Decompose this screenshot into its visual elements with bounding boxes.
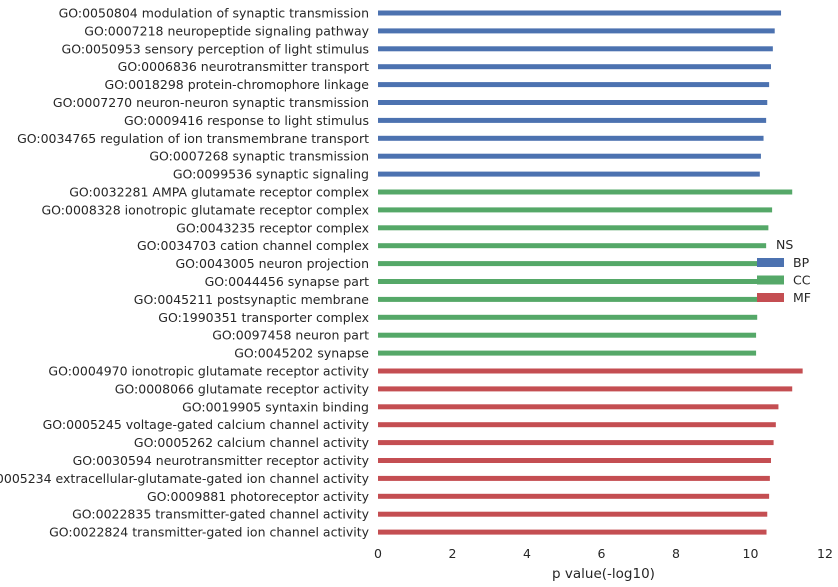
category-label: GO:0009416 response to light stimulus [124,113,369,128]
bars-layer [378,10,803,535]
legend-title: NS [776,237,793,252]
category-label: GO:0045211 postsynaptic membrane [134,292,370,307]
bar-cc-17 [378,296,763,302]
category-label: GO:0007218 neuropeptide signaling pathwa… [84,23,369,38]
category-label: GO:0030594 neurotransmitter receptor act… [73,453,370,468]
bar-mf-25 [378,440,774,446]
bar-bp-9 [378,153,761,159]
bar-cc-14 [378,243,767,249]
x-tick-label: 2 [449,546,457,561]
legend-swatch-cc [757,275,784,285]
x-tick-label: 0 [374,546,382,561]
legend-swatch-bp [757,258,784,267]
x-tick-label: 8 [672,546,680,561]
category-label: GO:0034703 cation channel complex [137,238,369,253]
bar-mf-28 [378,493,770,499]
bar-mf-26 [378,458,771,463]
category-label: GO:0008066 glutamate receptor activity [115,381,370,396]
category-label: GO:0043235 receptor complex [176,220,369,235]
category-label: GO:1990351 transporter complex [158,310,369,325]
category-label: GO:0022835 transmitter-gated channel act… [72,507,369,522]
legend-label-bp: BP [793,255,810,270]
category-label: GO:0044456 synapse part [205,274,369,289]
category-label: GO:0018298 protein-chromophore linkage [105,77,370,92]
bar-bp-1 [378,10,782,16]
category-label: GO:0005245 voltage-gated calcium channel… [43,417,370,432]
x-axis: 0 2 4 6 8 10 12 [374,546,833,561]
legend-label-cc: CC [793,273,811,288]
category-label: GO:0005262 calcium channel activity [134,435,370,450]
bar-cc-18 [378,314,758,320]
bar-mf-30 [378,529,767,535]
category-label: GO:0099536 synaptic signaling [173,167,369,182]
category-label: GO:0006836 neurotransmitter transport [118,59,369,74]
category-labels: GO:0050804 modulation of synaptic transm… [0,6,370,540]
x-tick-label: 10 [743,546,759,561]
bar-cc-19 [378,332,757,338]
bar-cc-15 [378,261,766,267]
category-label: GO:0009881 photoreceptor activity [147,489,370,504]
category-label: GO:0034765 regulation of ion transmembra… [17,131,369,146]
bar-bp-6 [378,100,768,105]
category-label: GO:0019905 syntaxin binding [182,399,369,414]
legend-swatch-mf [757,293,784,302]
bar-bp-4 [378,64,771,70]
category-label: GO:0004970 ionotropic glutamate receptor… [48,364,369,379]
x-tick-label: 4 [523,546,531,561]
bar-bp-8 [378,135,764,141]
category-label: GO:0045202 synapse [234,346,369,361]
x-tick-label: 6 [598,546,606,561]
x-axis-title: p value(-log10) [552,566,655,582]
bar-mf-27 [378,475,770,481]
bar-cc-16 [378,279,764,284]
bar-mf-24 [378,422,776,428]
bar-mf-22 [378,386,793,392]
bar-cc-11 [378,189,793,195]
bar-cc-12 [378,207,773,213]
bar-bp-3 [378,46,773,52]
x-tick-label: 12 [817,546,833,561]
category-label: GO:0007270 neuron-neuron synaptic transm… [53,95,369,110]
category-label: GO:0097458 neuron part [212,328,369,343]
category-label: GO:0008328 ionotropic glutamate receptor… [42,202,370,217]
bar-bp-5 [378,82,770,88]
bar-bp-7 [378,117,767,123]
bar-bp-2 [378,28,775,34]
bar-cc-13 [378,225,769,231]
category-label: GO:0050953 sensory perception of light s… [62,41,369,56]
category-label: GO:0050804 modulation of synaptic transm… [59,6,369,21]
bar-bp-10 [378,171,760,177]
category-label: GO:0043005 neuron projection [175,256,369,271]
bar-mf-29 [378,511,768,517]
bar-cc-20 [378,350,757,356]
category-label: GO:0022824 transmitter-gated ion channel… [49,525,370,540]
category-label: GO:0005234 extracellular-glutamate-gated… [0,471,370,486]
category-label: GO:0032281 AMPA glutamate receptor compl… [69,185,369,200]
bar-mf-21 [378,368,803,374]
legend-label-mf: MF [793,290,811,305]
category-label: GO:0007268 synaptic transmission [149,149,369,164]
bar-mf-23 [378,404,779,410]
